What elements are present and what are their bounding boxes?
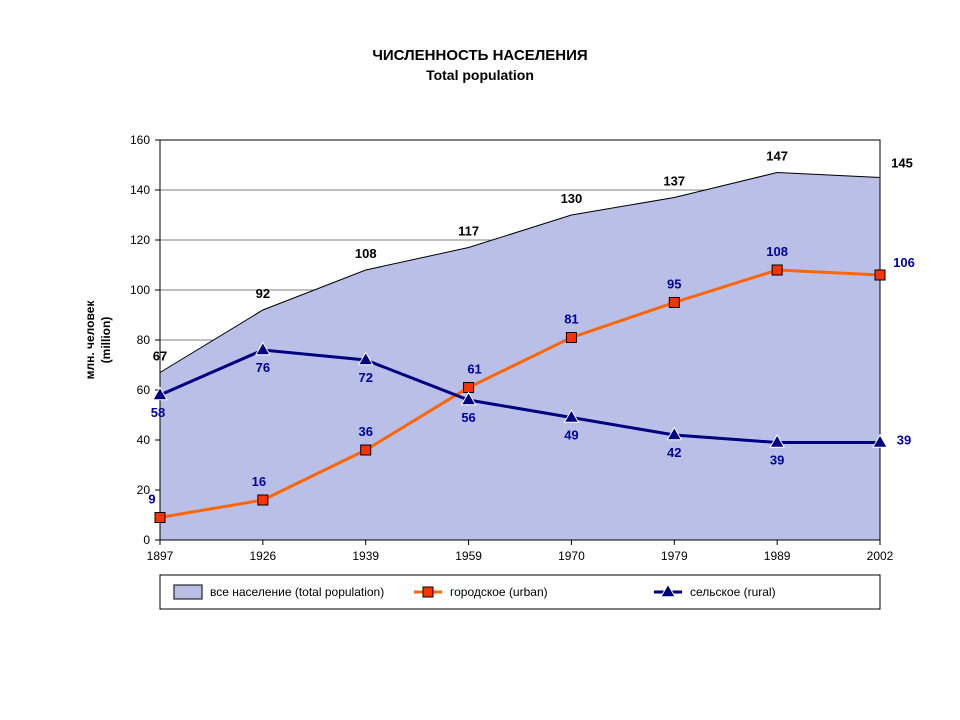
population-chart: ЧИСЛЕННОСТЬ НАСЕЛЕНИЯ Total population 0 20… bbox=[40, 30, 920, 690]
urban-marker bbox=[669, 298, 679, 308]
urban-marker bbox=[361, 445, 371, 455]
urban-marker bbox=[566, 333, 576, 343]
xtick-label: 2002 bbox=[867, 549, 894, 563]
ytick-label: 120 bbox=[130, 233, 150, 247]
total-value-label: 67 bbox=[153, 349, 167, 364]
urban-value-label: 95 bbox=[667, 277, 681, 292]
legend-urban-marker bbox=[423, 587, 433, 597]
total-value-label: 137 bbox=[663, 174, 685, 189]
urban-value-label: 108 bbox=[766, 244, 788, 259]
rural-value-label: 39 bbox=[770, 453, 784, 468]
xtick-label: 1979 bbox=[661, 549, 688, 563]
ytick-label: 60 bbox=[137, 383, 151, 397]
urban-marker bbox=[155, 513, 165, 523]
total-value-label: 117 bbox=[458, 224, 479, 239]
urban-marker bbox=[772, 265, 782, 275]
rural-value-label: 72 bbox=[358, 370, 372, 385]
rural-value-label: 42 bbox=[667, 445, 681, 460]
urban-marker bbox=[464, 383, 474, 393]
ytick-label: 100 bbox=[130, 283, 150, 297]
rural-value-label: 49 bbox=[564, 428, 578, 443]
urban-value-label: 9 bbox=[148, 492, 155, 507]
xtick-label: 1989 bbox=[764, 549, 791, 563]
ytick-label: 80 bbox=[137, 333, 151, 347]
urban-marker bbox=[875, 270, 885, 280]
xtick-label: 1939 bbox=[352, 549, 379, 563]
legend-rural-label: сельское (rural) bbox=[690, 585, 776, 599]
urban-value-label: 61 bbox=[467, 362, 481, 377]
rural-value-label: 39 bbox=[897, 433, 911, 448]
chart-title-en: Total population bbox=[426, 67, 534, 83]
rural-value-label: 58 bbox=[151, 405, 165, 420]
urban-value-label: 106 bbox=[893, 255, 915, 270]
yaxis-label-en: (million) bbox=[99, 317, 113, 364]
urban-value-label: 36 bbox=[358, 424, 372, 439]
total-value-label: 92 bbox=[256, 286, 270, 301]
urban-marker bbox=[258, 495, 268, 505]
yaxis-label-ru: млн. человек bbox=[83, 300, 97, 380]
legend-total-label: все население (total population) bbox=[210, 585, 384, 599]
total-value-label: 130 bbox=[561, 191, 583, 206]
legend-urban-label: городское (urban) bbox=[450, 585, 548, 599]
xtick-label: 1897 bbox=[147, 549, 174, 563]
ytick-label: 0 bbox=[143, 533, 150, 547]
ytick-label: 40 bbox=[137, 433, 151, 447]
xtick-label: 1926 bbox=[250, 549, 277, 563]
xtick-label: 1959 bbox=[455, 549, 482, 563]
rural-value-label: 56 bbox=[461, 410, 475, 425]
legend-total-swatch bbox=[174, 585, 202, 599]
ytick-label: 140 bbox=[130, 183, 150, 197]
urban-value-label: 81 bbox=[564, 312, 578, 327]
rural-value-label: 76 bbox=[256, 360, 270, 375]
total-value-label: 147 bbox=[766, 149, 788, 164]
chart-title-ru: ЧИСЛЕННОСТЬ НАСЕЛЕНИЯ bbox=[372, 47, 587, 64]
ytick-label: 160 bbox=[130, 133, 150, 147]
urban-value-label: 16 bbox=[252, 474, 266, 489]
xtick-label: 1970 bbox=[558, 549, 585, 563]
chart-svg: ЧИСЛЕННОСТЬ НАСЕЛЕНИЯ Total population 0 20… bbox=[40, 30, 920, 690]
total-value-label: 145 bbox=[891, 156, 913, 171]
total-value-label: 108 bbox=[355, 246, 377, 261]
